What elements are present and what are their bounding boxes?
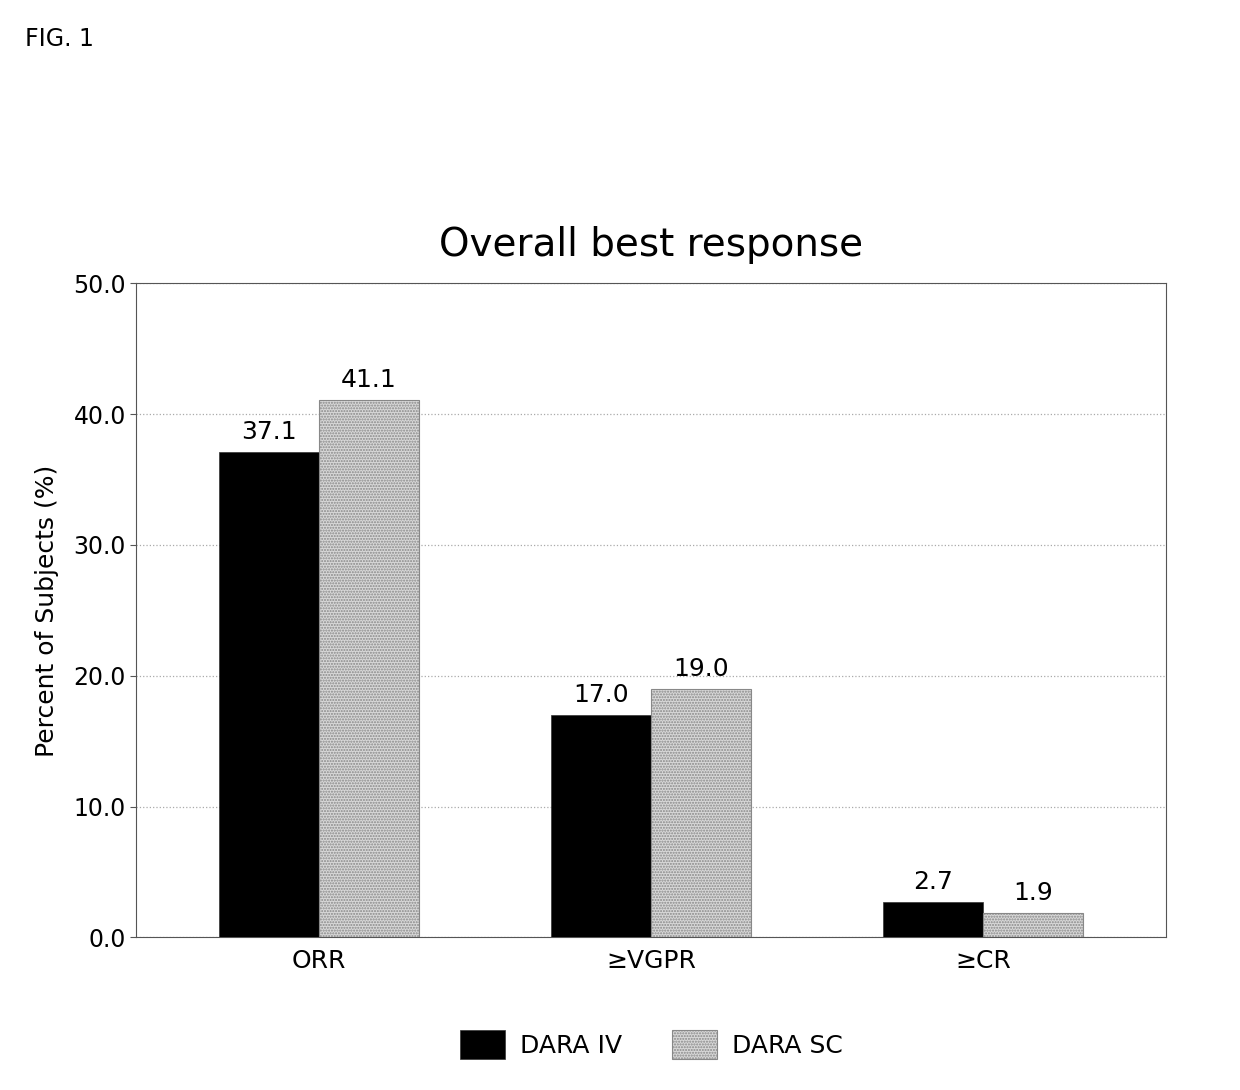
Bar xyxy=(319,400,419,937)
Text: FIG. 1: FIG. 1 xyxy=(25,27,94,51)
Text: 17.0: 17.0 xyxy=(573,683,629,707)
Title: Overall best response: Overall best response xyxy=(439,226,863,264)
Text: 37.1: 37.1 xyxy=(242,421,298,445)
Text: 2.7: 2.7 xyxy=(914,870,954,894)
Text: 19.0: 19.0 xyxy=(673,657,729,681)
Text: 1.9: 1.9 xyxy=(1013,881,1053,905)
Bar xyxy=(219,452,319,937)
Y-axis label: Percent of Subjects (%): Percent of Subjects (%) xyxy=(36,464,60,756)
Bar xyxy=(651,689,750,937)
Legend: DARA IV, DARA SC: DARA IV, DARA SC xyxy=(450,1020,852,1069)
Bar xyxy=(552,715,651,937)
Text: 41.1: 41.1 xyxy=(341,368,397,392)
Bar xyxy=(883,903,983,937)
Bar xyxy=(983,912,1083,937)
